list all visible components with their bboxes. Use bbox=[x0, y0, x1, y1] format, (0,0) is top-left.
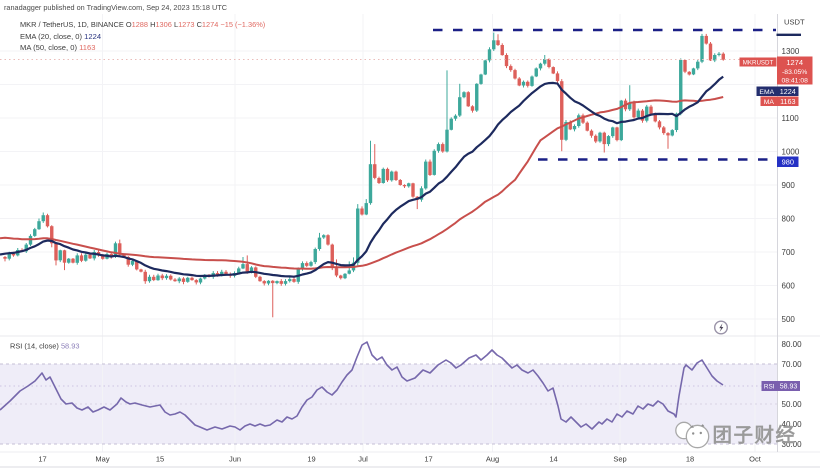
svg-text:Oct: Oct bbox=[749, 454, 762, 463]
svg-text:-83.05%: -83.05% bbox=[782, 69, 807, 76]
svg-text:500: 500 bbox=[782, 315, 796, 324]
svg-text:May: May bbox=[95, 454, 109, 463]
svg-text:团子财经: 团子财经 bbox=[713, 424, 797, 447]
svg-text:800: 800 bbox=[782, 214, 796, 223]
svg-text:RSI (14, close) 58.93: RSI (14, close) 58.93 bbox=[10, 342, 79, 351]
svg-text:1163: 1163 bbox=[780, 97, 795, 106]
svg-text:700: 700 bbox=[782, 248, 796, 257]
svg-text:08:41:08: 08:41:08 bbox=[781, 77, 808, 84]
svg-text:980: 980 bbox=[782, 157, 794, 166]
svg-text:Aug: Aug bbox=[486, 454, 499, 463]
svg-text:1224: 1224 bbox=[780, 87, 796, 96]
svg-text:17: 17 bbox=[38, 454, 46, 463]
svg-text:EMA (20, close, 0) 1224: EMA (20, close, 0) 1224 bbox=[20, 32, 101, 41]
svg-text:MKRUSDT: MKRUSDT bbox=[743, 60, 774, 67]
svg-text:Jul: Jul bbox=[358, 454, 368, 463]
svg-text:ranadagger published on Tradin: ranadagger published on TradingView.com,… bbox=[4, 3, 227, 12]
svg-text:19: 19 bbox=[307, 454, 315, 463]
svg-text:Jun: Jun bbox=[229, 454, 241, 463]
svg-text:USDT: USDT bbox=[784, 17, 805, 26]
svg-text:14: 14 bbox=[549, 454, 557, 463]
svg-text:1100: 1100 bbox=[782, 114, 800, 123]
svg-text:50.00: 50.00 bbox=[782, 400, 803, 409]
svg-text:900: 900 bbox=[782, 181, 796, 190]
svg-text:1300: 1300 bbox=[782, 47, 800, 56]
svg-text:58.93: 58.93 bbox=[780, 384, 798, 391]
svg-text:80.00: 80.00 bbox=[782, 340, 803, 349]
svg-text:15: 15 bbox=[156, 454, 164, 463]
svg-text:MKR / TetherUS, 1D, BINANCE O: MKR / TetherUS, 1D, BINANCE O1288 H1306 … bbox=[20, 20, 265, 29]
svg-text:MA: MA bbox=[764, 99, 775, 106]
svg-text:Sep: Sep bbox=[613, 454, 626, 463]
svg-text:18: 18 bbox=[686, 454, 694, 463]
svg-text:40.00: 40.00 bbox=[782, 420, 803, 429]
svg-text:600: 600 bbox=[782, 281, 796, 290]
svg-text:MA (50, close, 0) 1163: MA (50, close, 0) 1163 bbox=[20, 43, 95, 52]
svg-text:RSI: RSI bbox=[764, 384, 775, 391]
svg-text:1000: 1000 bbox=[782, 147, 800, 156]
svg-text:17: 17 bbox=[424, 454, 432, 463]
svg-text:70.00: 70.00 bbox=[782, 360, 803, 369]
svg-text:30.00: 30.00 bbox=[782, 440, 803, 449]
svg-text:1274: 1274 bbox=[786, 58, 803, 67]
svg-text:EMA: EMA bbox=[759, 89, 774, 96]
